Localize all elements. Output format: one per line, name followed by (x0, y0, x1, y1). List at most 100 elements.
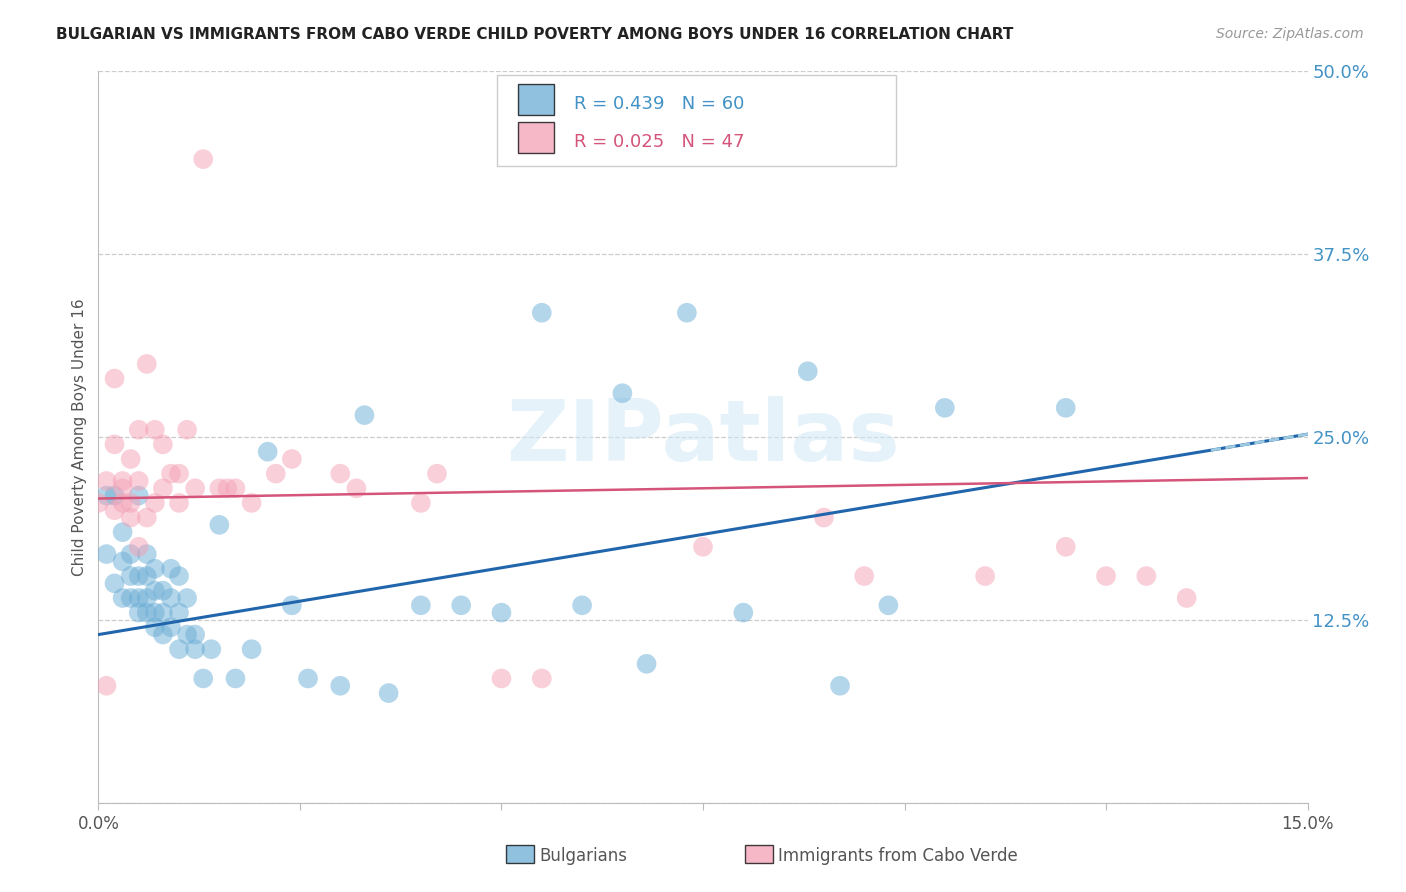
Point (377, 686, 399, 700)
Point (208, 517, 231, 532)
Point (208, 481, 231, 495)
Point (128, 569, 150, 583)
Point (329, 467, 352, 481)
Point (264, 467, 287, 481)
FancyBboxPatch shape (498, 75, 897, 167)
Point (344, 481, 367, 495)
Point (184, 642, 207, 657)
Point (128, 606, 150, 620)
Point (111, 474, 134, 488)
Point (128, 423, 150, 437)
Point (135, 591, 157, 605)
Point (1054, 540, 1077, 554)
Point (111, 481, 134, 495)
Point (571, 599, 593, 613)
Point (176, 423, 198, 437)
Point (1054, 401, 1077, 415)
Point (135, 510, 157, 524)
Point (217, 481, 239, 495)
Point (135, 606, 157, 620)
Point (135, 357, 157, 371)
Point (111, 591, 134, 605)
FancyBboxPatch shape (745, 846, 773, 863)
Point (530, 672, 553, 686)
Point (152, 606, 174, 620)
Point (143, 606, 166, 620)
Point (120, 510, 142, 524)
Text: R = 0.025   N = 47: R = 0.025 N = 47 (574, 133, 744, 151)
Point (152, 437, 174, 451)
Point (152, 481, 174, 495)
Point (877, 599, 900, 613)
Text: Immigrants from Cabo Verde: Immigrants from Cabo Verde (778, 847, 1018, 865)
Point (297, 672, 319, 686)
Point (96, 489, 118, 503)
Point (612, 386, 634, 401)
Point (111, 554, 134, 568)
Point (828, 679, 851, 693)
Point (491, 672, 513, 686)
Text: BULGARIAN VS IMMIGRANTS FROM CABO VERDE CHILD POVERTY AMONG BOYS UNDER 16 CORREL: BULGARIAN VS IMMIGRANTS FROM CABO VERDE … (56, 27, 1014, 42)
Point (111, 496, 134, 510)
Point (111, 525, 134, 540)
Point (409, 599, 432, 613)
Point (167, 496, 190, 510)
Point (184, 481, 207, 495)
Point (200, 642, 222, 657)
Point (167, 569, 190, 583)
Point (160, 591, 183, 605)
Point (281, 452, 304, 467)
Point (530, 306, 553, 320)
Point (853, 569, 876, 583)
Point (240, 642, 263, 657)
Point (120, 452, 142, 467)
Point (193, 152, 215, 166)
Point (797, 364, 820, 378)
Point (636, 657, 658, 671)
Point (103, 371, 125, 385)
Point (281, 599, 304, 613)
Point (152, 583, 174, 598)
Point (143, 496, 166, 510)
Point (176, 591, 198, 605)
Point (692, 540, 714, 554)
Text: R = 0.439   N = 60: R = 0.439 N = 60 (574, 95, 744, 113)
FancyBboxPatch shape (517, 122, 554, 153)
Point (329, 679, 352, 693)
Point (135, 547, 157, 561)
Point (128, 474, 150, 488)
Point (224, 481, 246, 495)
Text: ZIPatlas: ZIPatlas (506, 395, 900, 479)
Point (143, 423, 166, 437)
Point (128, 540, 150, 554)
Point (120, 547, 142, 561)
Point (450, 599, 472, 613)
Point (426, 467, 449, 481)
Point (176, 627, 198, 641)
Point (733, 606, 755, 620)
Point (120, 591, 142, 605)
Point (167, 606, 190, 620)
Point (167, 642, 190, 657)
Point (676, 306, 699, 320)
Point (120, 496, 142, 510)
Point (934, 401, 956, 415)
Point (160, 467, 183, 481)
Point (143, 562, 166, 576)
Point (96, 474, 118, 488)
Point (353, 408, 375, 422)
Point (87, 496, 110, 510)
Point (128, 591, 150, 605)
Point (184, 627, 207, 641)
FancyBboxPatch shape (506, 846, 534, 863)
Y-axis label: Child Poverty Among Boys Under 16: Child Poverty Among Boys Under 16 (72, 298, 87, 576)
Point (491, 606, 513, 620)
Point (120, 569, 142, 583)
Point (143, 583, 166, 598)
Point (128, 489, 150, 503)
Point (160, 562, 183, 576)
Point (160, 620, 183, 634)
Point (193, 672, 215, 686)
Point (103, 489, 125, 503)
Point (96, 547, 118, 561)
